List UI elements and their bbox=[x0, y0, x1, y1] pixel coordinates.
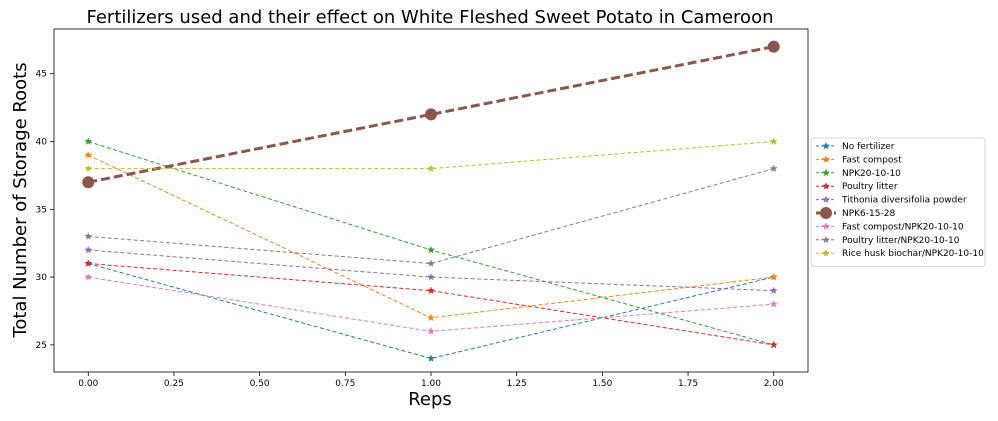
legend-label: Fast compost/NPK20-10-10 bbox=[842, 222, 964, 232]
legend-label: NPK6-15-28 bbox=[842, 209, 895, 219]
series-line bbox=[84, 164, 778, 267]
data-point bbox=[84, 150, 93, 159]
series-path bbox=[88, 263, 774, 359]
legend-marker bbox=[822, 141, 830, 150]
data-point bbox=[427, 245, 435, 254]
legend-item: No fertilizer bbox=[816, 141, 895, 152]
series-line bbox=[84, 245, 778, 295]
legend-marker bbox=[822, 155, 830, 163]
series-line bbox=[84, 259, 778, 349]
legend-item: Fast compost/NPK20-10-10 bbox=[816, 222, 964, 232]
data-point bbox=[427, 313, 435, 322]
legend-marker bbox=[822, 195, 830, 203]
plot-area bbox=[53, 28, 809, 373]
series-path bbox=[88, 249, 774, 292]
y-axis-label: Total Number of Storage Roots bbox=[10, 62, 31, 338]
data-point bbox=[84, 272, 93, 281]
legend-marker bbox=[822, 235, 830, 244]
legend-item: Fast compost bbox=[816, 155, 902, 165]
data-point bbox=[427, 354, 435, 362]
y-tick-label: 25 bbox=[36, 341, 47, 351]
x-tick-label: 2.00 bbox=[764, 379, 784, 389]
legend: No fertilizer Fast compost NPK20-10-10 Poul… bbox=[810, 137, 986, 268]
series-path bbox=[88, 168, 774, 265]
data-point bbox=[84, 137, 93, 145]
series-path bbox=[88, 263, 774, 346]
data-point bbox=[427, 259, 435, 267]
legend-label: Poultry litter bbox=[842, 182, 898, 192]
legend-label: Fast compost bbox=[842, 155, 902, 165]
series-line bbox=[84, 150, 778, 322]
legend-marker bbox=[822, 182, 830, 190]
series-line bbox=[84, 137, 778, 173]
legend-item: NPK6-15-28 bbox=[816, 207, 895, 219]
x-tick-label: 1.00 bbox=[421, 379, 441, 389]
data-point bbox=[82, 176, 95, 189]
legend-label: No fertilizer bbox=[842, 142, 895, 152]
data-point bbox=[84, 232, 93, 240]
legend-label: NPK20-10-10 bbox=[842, 169, 901, 179]
data-point bbox=[769, 137, 778, 145]
data-point bbox=[84, 259, 93, 267]
legend-marker bbox=[822, 249, 830, 257]
x-tick-label: 0.50 bbox=[250, 379, 270, 389]
data-point bbox=[84, 245, 93, 254]
y-tick-label: 35 bbox=[36, 205, 47, 215]
x-tick-label: 0.25 bbox=[164, 379, 184, 389]
legend-label: Tithonia diversifolia powder bbox=[841, 196, 967, 206]
data-point bbox=[427, 286, 435, 295]
data-point bbox=[769, 272, 778, 281]
legend-item: Poultry litter/NPK20-10-10 bbox=[816, 235, 960, 246]
data-point bbox=[427, 164, 435, 173]
data-point bbox=[769, 286, 778, 295]
x-axis: 0.00 0.25 0.50 0.75 1.00 1.25 1.50 1.75 2.00 bbox=[78, 372, 784, 389]
legend-label: Rice husk biochar/NPK20-10-10 bbox=[842, 249, 984, 259]
x-tick-label: 0.75 bbox=[335, 379, 355, 389]
legend-label: Poultry litter/NPK20-10-10 bbox=[842, 236, 960, 246]
data-point bbox=[425, 108, 437, 121]
legend-marker bbox=[822, 168, 830, 177]
data-point bbox=[769, 300, 778, 308]
y-tick-label: 40 bbox=[36, 138, 48, 148]
data-point bbox=[84, 164, 93, 173]
legend-item: NPK20-10-10 bbox=[816, 168, 901, 179]
data-point bbox=[769, 340, 778, 349]
legend-marker bbox=[820, 207, 832, 219]
data-point bbox=[427, 272, 435, 281]
series-line bbox=[84, 272, 778, 335]
chart-title: Fertilizers used and their effect on Whi… bbox=[86, 7, 773, 28]
legend-box bbox=[810, 137, 986, 268]
y-axis: 25 30 35 40 45 bbox=[36, 70, 54, 351]
x-axis-label: Reps bbox=[408, 389, 452, 410]
legend-marker bbox=[822, 222, 830, 230]
legend-item: Poultry litter bbox=[816, 182, 898, 192]
series-line bbox=[82, 40, 780, 189]
data-point bbox=[767, 40, 780, 53]
legend-item: Rice husk biochar/NPK20-10-10 bbox=[816, 249, 984, 259]
series-path bbox=[88, 141, 774, 170]
axes-frame bbox=[53, 28, 809, 373]
data-point bbox=[769, 164, 778, 173]
series-path bbox=[88, 276, 774, 332]
legend-item: Tithonia diversifolia powder bbox=[816, 195, 967, 206]
x-tick-label: 1.75 bbox=[678, 379, 698, 389]
x-tick-label: 1.25 bbox=[507, 379, 527, 389]
y-tick-label: 30 bbox=[36, 273, 48, 283]
data-point bbox=[427, 327, 435, 335]
y-tick-label: 45 bbox=[36, 70, 47, 80]
x-tick-label: 1.50 bbox=[592, 379, 612, 389]
x-tick-label: 0.00 bbox=[78, 379, 98, 389]
